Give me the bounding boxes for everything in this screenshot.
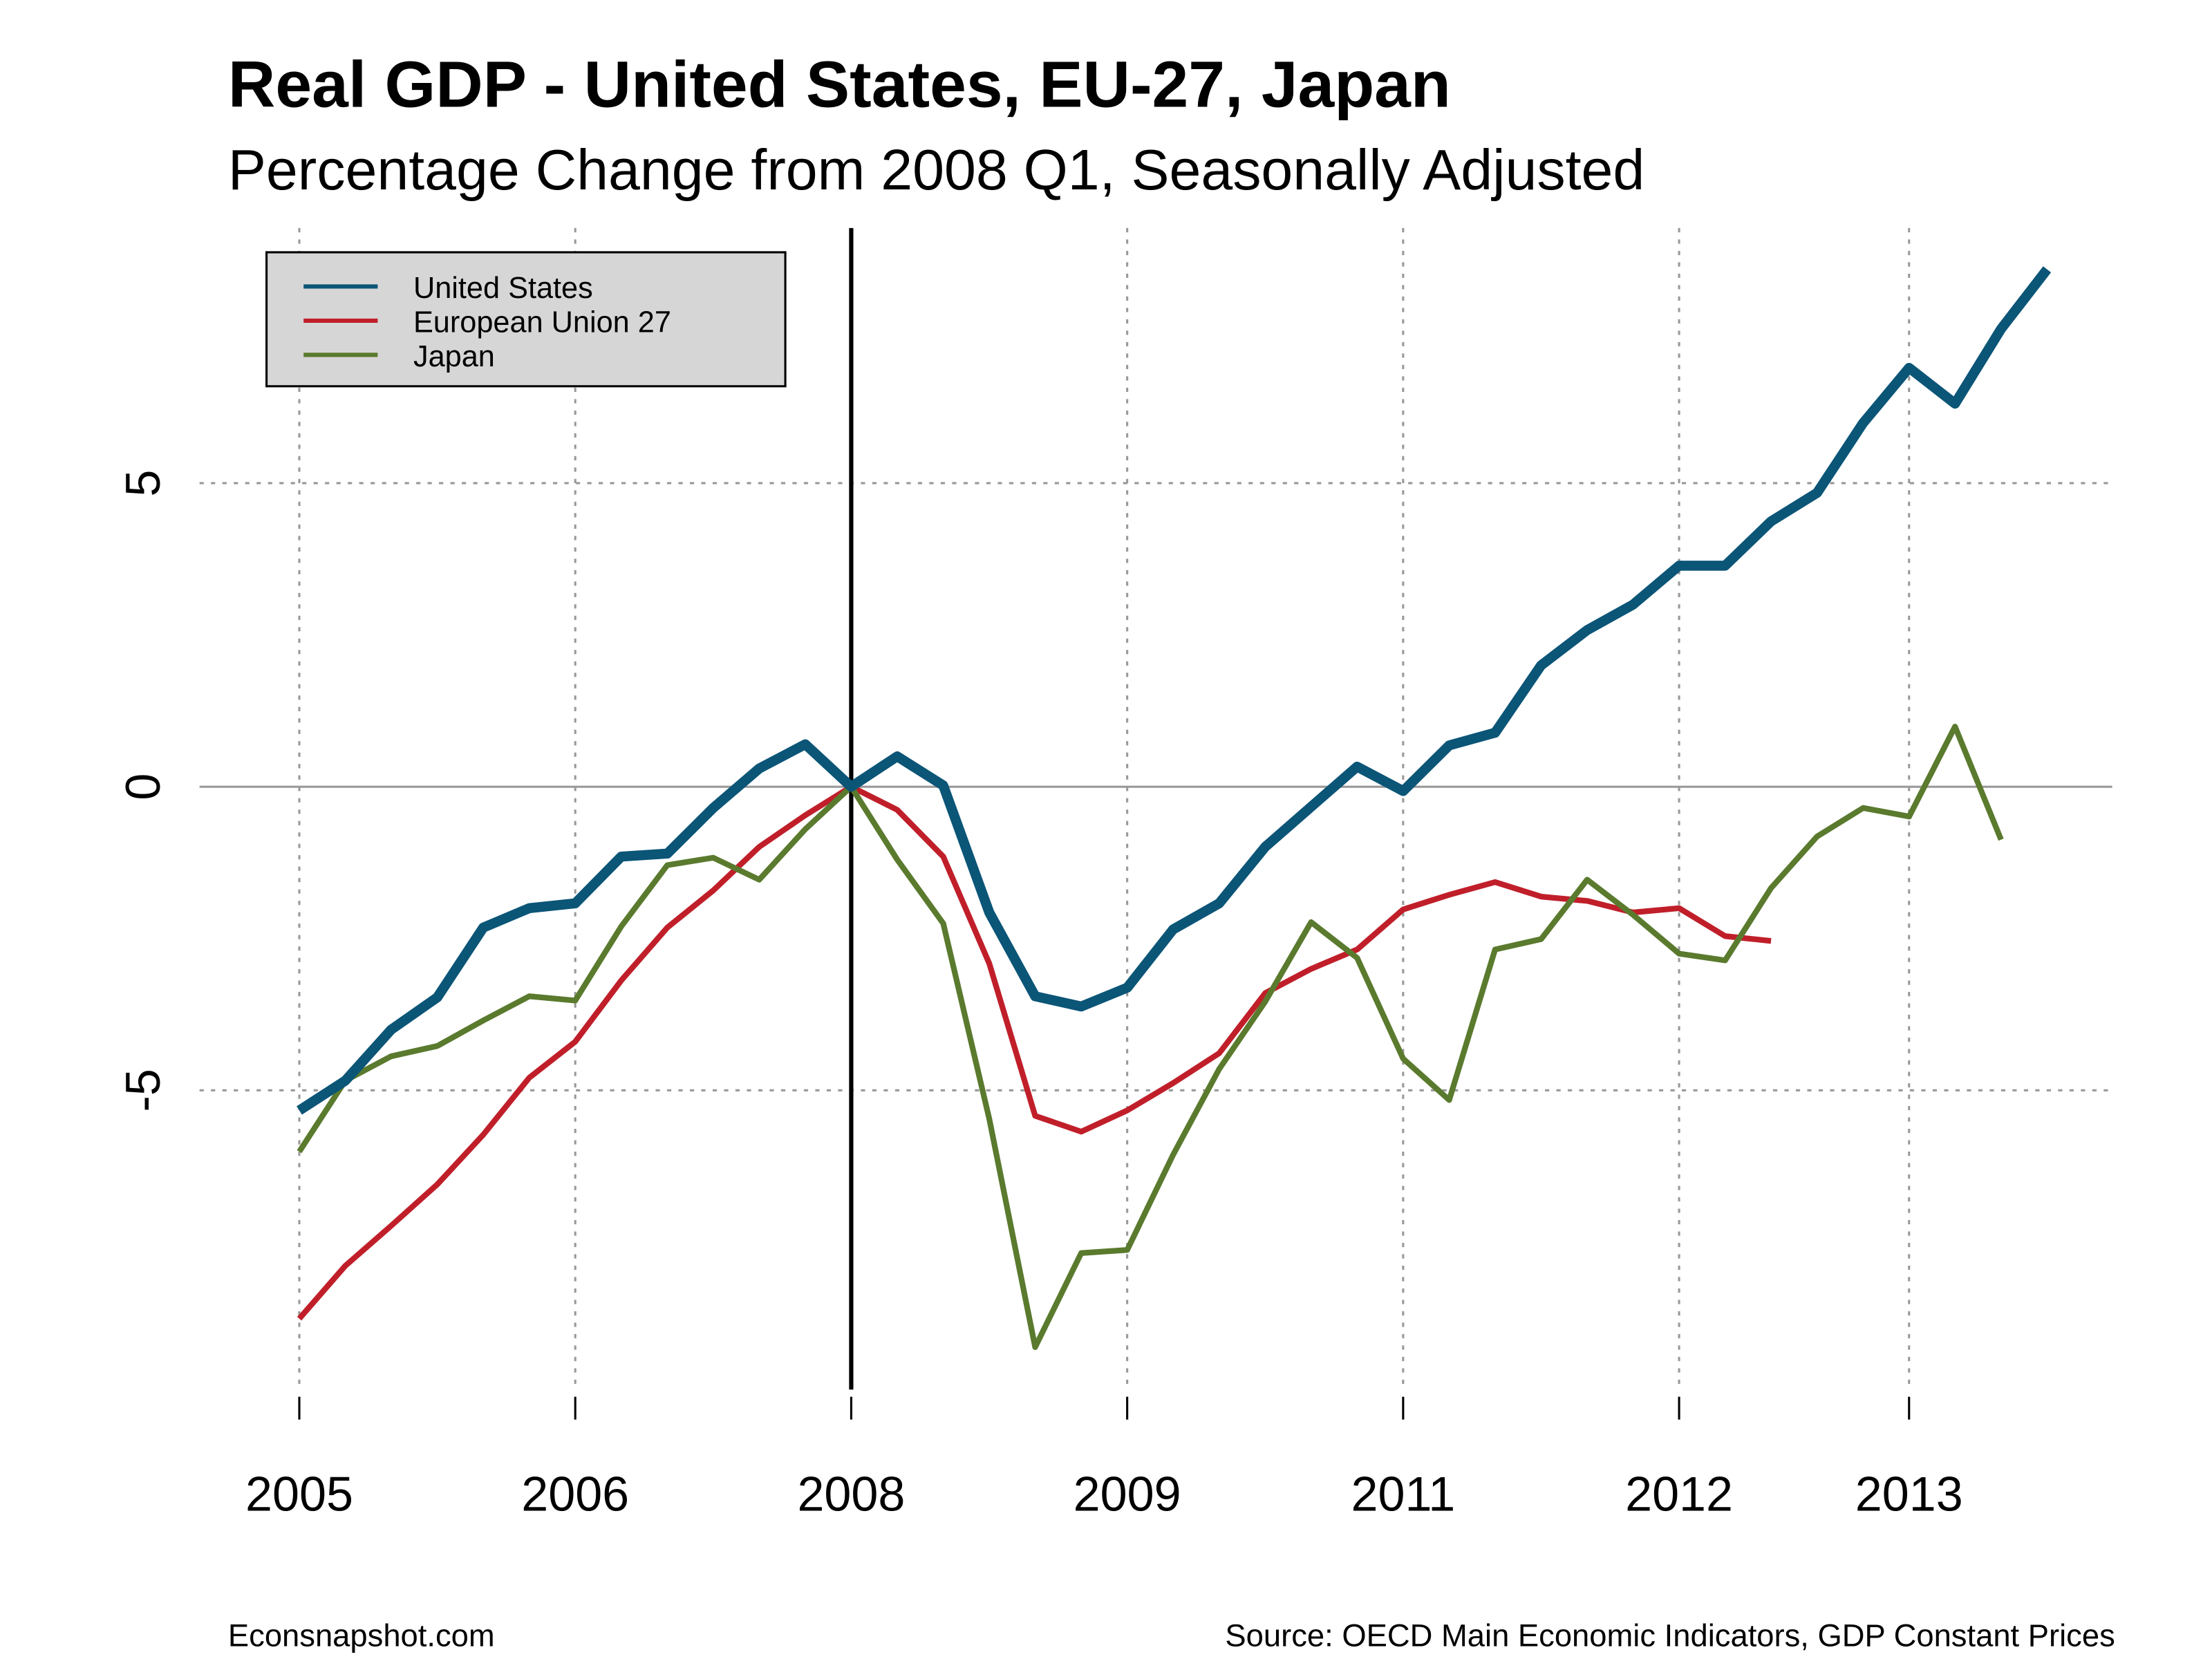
- series-line-european-union-27: [297, 784, 1772, 1321]
- series-lines: [297, 266, 2052, 1350]
- footer-right: Source: OECD Main Economic Indicators, G…: [1225, 1618, 2115, 1653]
- x-tick-label: 2013: [1855, 1468, 1963, 1521]
- chart-subtitle: Percentage Change from 2008 Q1, Seasonal…: [228, 138, 1644, 202]
- legend-label-us: United States: [413, 272, 593, 305]
- x-tick-label: 2008: [797, 1468, 905, 1521]
- x-tick-label: 2009: [1074, 1468, 1181, 1521]
- y-tick-label: -5: [116, 1069, 170, 1112]
- y-tick-label: 5: [116, 469, 170, 496]
- legend-label-eu: European Union 27: [413, 306, 671, 339]
- series-line-united-states: [297, 266, 2052, 1115]
- chart-title: Real GDP - United States, EU-27, Japan: [228, 48, 1451, 122]
- x-tick-label: 2005: [245, 1468, 353, 1521]
- x-tick-label: 2006: [521, 1468, 629, 1521]
- legend: United States European Union 27 Japan: [265, 251, 787, 388]
- x-tick-label: 2011: [1351, 1468, 1455, 1521]
- grid: [199, 227, 2112, 1390]
- footer-left: Econsnapshot.com: [228, 1618, 495, 1653]
- series-line-japan: [297, 724, 2004, 1350]
- x-tick-label: 2012: [1625, 1468, 1733, 1521]
- legend-label-japan: Japan: [413, 340, 495, 373]
- y-tick-label: 0: [116, 774, 170, 800]
- axes: 2005 2006 2008 2009 2011 2012 2013 -5 0 5: [116, 227, 1963, 1521]
